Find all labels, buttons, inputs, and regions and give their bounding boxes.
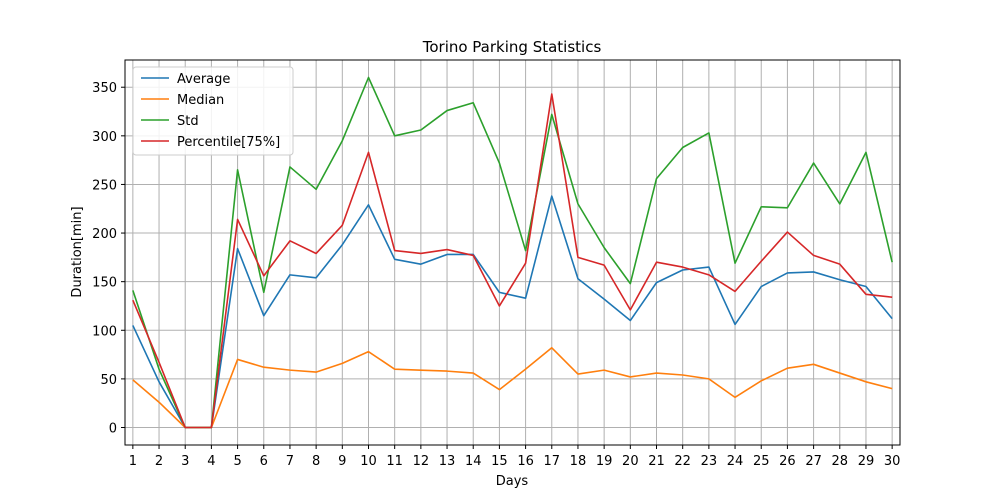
legend-label: Median xyxy=(177,93,224,108)
x-tick-label: 8 xyxy=(312,454,320,469)
plot-frame xyxy=(124,59,901,446)
x-tick-label: 25 xyxy=(753,454,770,469)
x-tick-label: 29 xyxy=(858,454,875,469)
x-tick-label: 20 xyxy=(622,454,639,469)
x-tick-label: 11 xyxy=(386,454,403,469)
x-tick-label: 17 xyxy=(544,454,561,469)
series-line-2 xyxy=(132,346,893,429)
x-tick-label: 12 xyxy=(413,454,430,469)
series-line-3 xyxy=(132,76,893,429)
x-axis: 1 2 3 4 5 6 7 8 9 10 11 12 13 14 15 16 17 18 19 20 21 22 23 24 2… xyxy=(129,445,901,469)
y-tick-label: 150 xyxy=(92,276,117,291)
x-tick-label: 18 xyxy=(570,454,587,469)
x-tick-label: 6 xyxy=(260,454,268,469)
y-tick-label: 200 xyxy=(92,227,117,242)
x-tick-label: 7 xyxy=(286,454,294,469)
x-tick-label: 19 xyxy=(596,454,613,469)
y-axis-label: Duration[min] xyxy=(70,206,85,297)
y-axis: 0 50 100 150 200 250 300 350 xyxy=(92,81,125,437)
x-tick-label: 24 xyxy=(727,454,744,469)
x-tick-label: 26 xyxy=(779,454,796,469)
x-tick-label: 9 xyxy=(338,454,346,469)
legend: Average Median Std Percentile[75%] xyxy=(132,66,294,156)
x-tick-label: 10 xyxy=(360,454,377,469)
series-line-4 xyxy=(132,93,893,429)
x-tick-label: 1 xyxy=(129,454,137,469)
x-tick-label: 27 xyxy=(805,454,822,469)
x-tick-label: 28 xyxy=(832,454,849,469)
x-tick-label: 23 xyxy=(701,454,718,469)
x-tick-label: 3 xyxy=(181,454,189,469)
legend-label: Average xyxy=(177,72,230,87)
x-tick-label: 2 xyxy=(155,454,163,469)
x-tick-label: 4 xyxy=(207,454,215,469)
legend-box xyxy=(132,66,294,156)
y-tick-label: 300 xyxy=(92,130,117,145)
series-lines xyxy=(132,76,893,429)
x-tick-label: 14 xyxy=(465,454,482,469)
y-tick-label: 100 xyxy=(92,324,117,339)
x-tick-label: 15 xyxy=(491,454,508,469)
series-line-1 xyxy=(132,195,893,429)
legend-label: Std xyxy=(177,114,199,129)
y-tick-label: 250 xyxy=(92,178,117,193)
x-tick-label: 5 xyxy=(233,454,241,469)
x-tick-label: 13 xyxy=(439,454,456,469)
chart-title: Torino Parking Statistics xyxy=(422,38,602,56)
y-tick-label: 350 xyxy=(92,81,117,96)
y-tick-label: 0 xyxy=(109,422,117,437)
x-tick-label: 21 xyxy=(648,454,665,469)
x-tick-label: 22 xyxy=(674,454,691,469)
x-axis-label: Days xyxy=(496,474,529,489)
legend-label: Percentile[75%] xyxy=(177,135,280,150)
x-tick-label: 16 xyxy=(517,454,534,469)
x-tick-label: 30 xyxy=(884,454,901,469)
y-tick-label: 50 xyxy=(100,373,117,388)
